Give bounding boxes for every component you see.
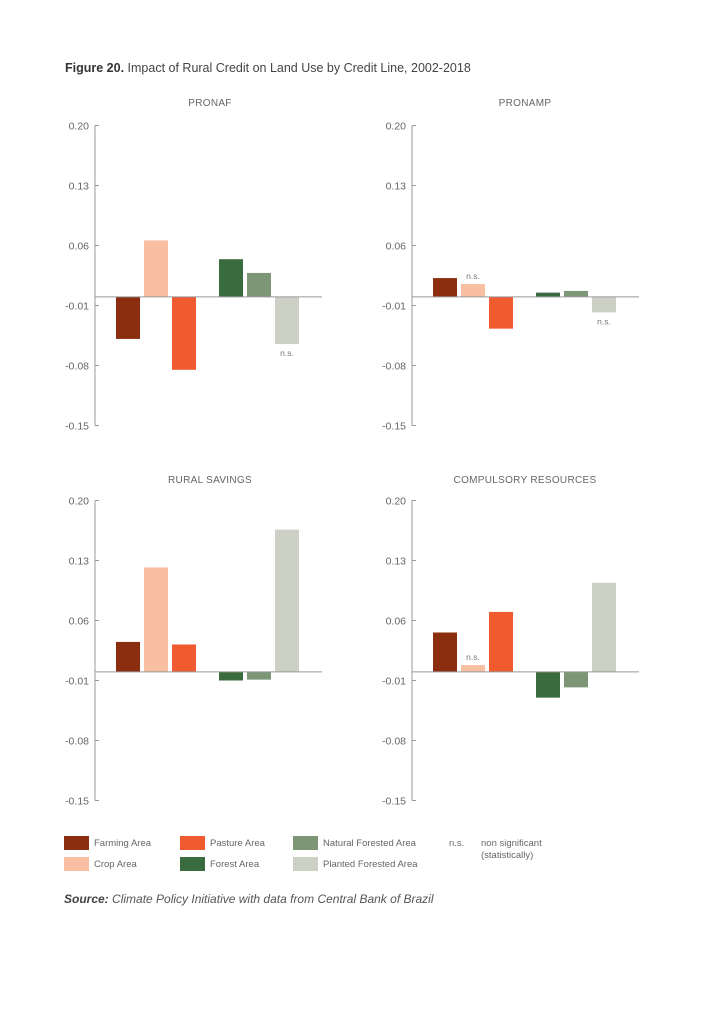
- y-tick-label: -0.01: [65, 676, 89, 688]
- ns-annotation: n.s.: [280, 348, 294, 358]
- bar-crop-area: [144, 240, 168, 297]
- bar-crop-area: [461, 284, 485, 297]
- y-tick-label: -0.01: [382, 301, 406, 313]
- y-tick-label: -0.08: [382, 361, 406, 373]
- legend: Farming Area Crop Area Pasture Area Fore…: [64, 836, 584, 876]
- legend-swatch-crop: [64, 857, 89, 871]
- figure-title-text: Impact of Rural Credit on Land Use by Cr…: [127, 61, 471, 75]
- legend-label: Planted Forested Area: [323, 858, 418, 870]
- y-tick-label: -0.01: [382, 676, 406, 688]
- legend-item-natural-forested: Natural Forested Area: [293, 836, 416, 850]
- panel-title: PRONAF: [188, 98, 231, 109]
- bar-natural-forested-area: [247, 671, 271, 680]
- legend-label: Farming Area: [94, 837, 152, 849]
- chart-panel-rural-savings: RURAL SAVINGS 0.20 0.13 0.06 -0.01 -0.08 -0.15: [65, 475, 322, 808]
- ns-annotation: n.s.: [466, 271, 480, 281]
- bar-crop-area: [461, 665, 485, 672]
- legend-swatch-farming: [64, 836, 89, 850]
- panel-title: RURAL SAVINGS: [168, 475, 252, 486]
- bar-forest-area: [536, 292, 560, 297]
- legend-item-planted-forested: Planted Forested Area: [293, 857, 418, 871]
- legend-item-farming: Farming Area: [64, 836, 151, 850]
- y-tick-label: 0.20: [69, 121, 90, 133]
- y-tick-label: 0.20: [69, 496, 90, 508]
- y-tick-label: -0.08: [382, 736, 406, 748]
- bar-pasture-area: [489, 296, 513, 329]
- bar-planted-forested-area: [275, 296, 299, 345]
- figure-title: Figure 20. Impact of Rural Credit on Lan…: [65, 61, 471, 75]
- legend-swatch-natural-forested: [293, 836, 318, 850]
- legend-label: Forest Area: [210, 858, 260, 870]
- legend-swatch-pasture: [180, 836, 205, 850]
- y-tick-label: -0.15: [65, 421, 89, 433]
- panel-title: COMPULSORY RESOURCES: [454, 475, 597, 486]
- bar-farming-area: [116, 641, 140, 672]
- legend-label: Natural Forested Area: [323, 837, 416, 849]
- bar-pasture-area: [172, 296, 196, 370]
- y-tick-label: 0.20: [386, 496, 407, 508]
- legend-label: Crop Area: [94, 858, 137, 870]
- chart-panel-compulsory-resources: COMPULSORY RESOURCES 0.20 0.13 0.06 -0.01 -0.…: [382, 475, 639, 808]
- bar-pasture-area: [489, 611, 513, 672]
- y-tick-label: -0.15: [382, 796, 406, 808]
- y-tick-label: -0.08: [65, 361, 89, 373]
- source-text: Climate Policy Initiative with data from…: [112, 892, 434, 906]
- legend-item-pasture: Pasture Area: [180, 836, 265, 850]
- bar-crop-area: [144, 567, 168, 672]
- bar-natural-forested-area: [564, 671, 588, 688]
- ns-annotation: n.s.: [597, 316, 611, 326]
- source-note: Source: Climate Policy Initiative with d…: [64, 892, 434, 906]
- bar-planted-forested-area: [275, 529, 299, 672]
- legend-swatch-forest: [180, 857, 205, 871]
- y-tick-label: 0.13: [386, 556, 407, 568]
- y-tick-label: -0.08: [65, 736, 89, 748]
- y-tick-label: 0.13: [69, 181, 90, 193]
- y-tick-label: 0.06: [386, 241, 407, 253]
- ns-abbr: n.s.: [449, 838, 465, 849]
- y-tick-label: 0.20: [386, 121, 407, 133]
- figure-label: Figure 20.: [65, 61, 125, 75]
- y-tick-label: 0.13: [69, 556, 90, 568]
- y-tick-label: 0.06: [69, 241, 90, 253]
- ns-description: non significant (statistically): [481, 838, 542, 861]
- legend-item-crop: Crop Area: [64, 857, 137, 871]
- bar-planted-forested-area: [592, 582, 616, 672]
- ns-annotation: n.s.: [466, 652, 480, 662]
- y-tick-label: -0.15: [65, 796, 89, 808]
- bar-natural-forested-area: [247, 272, 271, 297]
- y-tick-label: 0.13: [386, 181, 407, 193]
- bar-pasture-area: [172, 644, 196, 672]
- bar-forest-area: [219, 259, 243, 297]
- legend-label: Pasture Area: [210, 837, 265, 849]
- y-tick-label: -0.01: [65, 301, 89, 313]
- bar-forest-area: [536, 671, 560, 698]
- bar-farming-area: [433, 278, 457, 297]
- panel-title: PRONAMP: [499, 98, 552, 109]
- bar-farming-area: [433, 632, 457, 672]
- bar-farming-area: [116, 296, 140, 339]
- y-tick-label: 0.06: [386, 616, 407, 628]
- bar-natural-forested-area: [564, 290, 588, 297]
- chart-panel-pronamp: PRONAMP 0.20 0.13 0.06 -0.01 -0.08 -0.15 n.s. n.…: [382, 98, 639, 433]
- legend-item-forest: Forest Area: [180, 857, 259, 871]
- bar-planted-forested-area: [592, 296, 616, 313]
- bar-forest-area: [219, 671, 243, 681]
- y-tick-label: 0.06: [69, 616, 90, 628]
- chart-panel-pronaf: PRONAF 0.20 0.13 0.06 -0.01 -0.08 -0.15 n.s.: [65, 98, 322, 433]
- legend-swatch-planted-forested: [293, 857, 318, 871]
- source-label: Source:: [64, 892, 109, 906]
- y-tick-label: -0.15: [382, 421, 406, 433]
